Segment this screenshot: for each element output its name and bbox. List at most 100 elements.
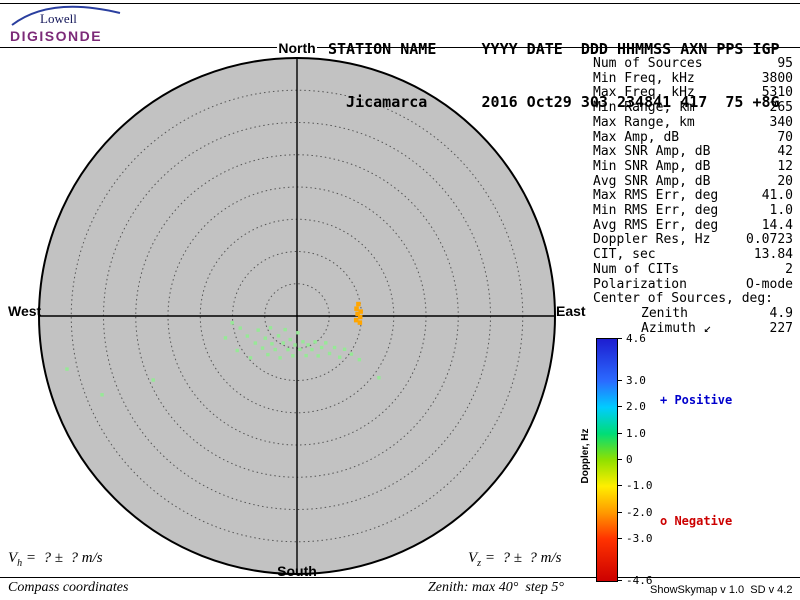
stat-row: Num of CITs 2: [593, 261, 793, 278]
legend-negative: o Negative: [660, 514, 733, 528]
source-point: [276, 334, 281, 338]
header-columns: STATION NAME YYYY DATE DDD HHMMSS AXN PP…: [328, 40, 780, 58]
vh-velocity-readout: Vh = ? ± ? m/s: [8, 550, 103, 569]
source-point: [357, 357, 362, 362]
stat-value: 2: [785, 261, 793, 277]
stat-label: Max Amp, dB: [593, 129, 680, 145]
stat-row: Max Range, km 340: [593, 115, 793, 131]
colorbar-tick-label: 3.0: [626, 374, 646, 388]
source-point: [223, 336, 228, 340]
colorbar-tick-label: 4.6: [626, 332, 646, 345]
stat-row: Min Range, km 265: [593, 100, 793, 116]
lowell-digisonde-logo: Lowell DIGISONDE: [8, 5, 140, 49]
colorbar-tick: [618, 338, 622, 339]
stat-label: Max Freq, kHz: [593, 85, 695, 101]
stat-row: Avg RMS Err, deg 14.4: [593, 217, 793, 234]
source-point: [263, 336, 267, 340]
source-point: [281, 341, 285, 345]
stat-value: 70: [777, 129, 793, 145]
source-point: [100, 393, 104, 397]
vh-value: = ? ± ? m/s: [22, 550, 103, 566]
colorbar-tick: [618, 537, 622, 539]
colorbar-tick: [618, 580, 622, 581]
source-point: [337, 355, 342, 359]
stat-value: 3800: [761, 70, 793, 86]
source-point: [235, 348, 239, 353]
stat-label: Avg SNR Amp, dB: [593, 173, 711, 189]
colorbar-tick: [618, 432, 622, 434]
source-point: [238, 326, 242, 330]
stat-label: Num of CITs: [593, 261, 680, 277]
stat-label: Doppler Res, Hz: [593, 232, 711, 248]
source-point: [377, 376, 381, 380]
stat-value: 5310: [761, 85, 793, 101]
stat-value: 14.4: [761, 217, 793, 233]
compass-label-west: West: [8, 303, 42, 319]
stat-value: 13.84: [753, 247, 793, 263]
colorbar-gradient: [596, 338, 618, 582]
source-point: [293, 343, 297, 347]
source-point: [65, 367, 69, 371]
doppler-colorbar: 4.6 3.0 2.0 1.0 0 -1.0 -2.0 -3.0 -4.6: [596, 332, 688, 587]
source-point: [304, 353, 308, 358]
source-point: [256, 328, 260, 332]
coordinates-note: Compass coordinates: [8, 580, 129, 595]
source-point: [266, 352, 270, 357]
stat-row: Max RMS Err, deg 41.0: [593, 189, 793, 204]
footer-separator-line: [0, 577, 800, 578]
source-point: [278, 356, 282, 360]
colorbar-tick: [618, 485, 622, 487]
colorbar-tick-label: -1.0: [626, 479, 653, 493]
stat-value: 41.0: [761, 188, 793, 204]
header-block: STATION NAME YYYY DATE DDD HHMMSS AXN PP…: [328, 6, 780, 146]
colorbar-tick: [618, 459, 622, 460]
source-point: [310, 347, 314, 352]
source-point: [273, 347, 277, 352]
legend-positive: + Positive: [660, 393, 733, 407]
colorbar-tick-label: -2.0: [626, 505, 653, 519]
stat-label: Min RMS Err, deg: [593, 203, 719, 219]
colorbar-tick-label: 0: [626, 453, 633, 466]
source-point: [356, 301, 361, 307]
stat-label: Polarization: [593, 276, 687, 292]
source-point: [327, 351, 332, 356]
stat-value: O-mode: [746, 276, 793, 292]
source-point: [316, 354, 320, 358]
source-point: [353, 317, 359, 323]
colorbar-tick: [618, 380, 622, 382]
source-point: [354, 306, 359, 311]
source-point: [283, 327, 287, 332]
stat-value: 20: [777, 173, 793, 189]
source-point: [298, 347, 302, 352]
source-point: [230, 321, 234, 325]
stat-row: Num of Sources 95: [593, 56, 793, 72]
stat-label: Center of Sources, deg:: [593, 291, 774, 307]
header-values: Jicamarca 2016 Oct29 303 234841 417 75 +…: [328, 92, 780, 111]
zenith-scale-note: Zenith: max 40° step 5°: [428, 580, 565, 595]
compass-label-north: North: [277, 40, 317, 56]
stat-row: Max SNR Amp, dB 42: [593, 145, 793, 160]
stat-row: Avg SNR Amp, dB 20: [593, 173, 793, 190]
stat-row: Max Freq, kHz 5310: [593, 86, 793, 101]
source-point: [253, 341, 258, 345]
stat-value: 227: [769, 320, 793, 336]
stat-row: CIT, sec 13.84: [593, 247, 793, 263]
source-point: [288, 337, 292, 342]
colorbar-axis-title: Doppler, Hz: [580, 428, 591, 484]
stat-label: Max RMS Err, deg: [593, 188, 719, 204]
source-point: [355, 311, 360, 317]
colorbar-tick: [618, 511, 622, 513]
source-point: [319, 345, 324, 350]
source-point: [286, 347, 290, 352]
source-point: [260, 346, 265, 350]
source-point: [245, 334, 250, 338]
source-point: [313, 340, 317, 344]
colorbar-tick-label: 2.0: [626, 400, 646, 414]
header-separator-line: [0, 47, 800, 48]
source-point: [268, 326, 273, 330]
vz-velocity-readout: Vz = ? ± ? m/s: [468, 550, 562, 569]
stat-row: Zenith 4.9: [593, 306, 793, 322]
source-point: [306, 343, 310, 347]
